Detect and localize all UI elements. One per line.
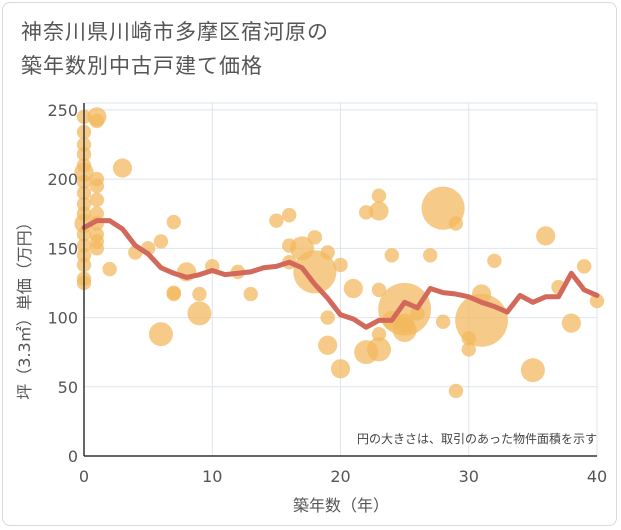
x-tick-label: 10 [202,467,222,486]
bubble-point-52 [330,359,351,379]
bubble-series [74,107,605,399]
bubble-point-66 [392,318,417,343]
bubble-point-60 [371,326,387,342]
bubble-point-20 [89,178,105,194]
y-axis-label: 坪（3.3㎡）単価（万円） [15,214,34,399]
bubble-point-67 [410,306,425,321]
chart-title-line-1: 神奈川県川崎市多摩区宿河原の [21,20,329,44]
bubble-point-74 [461,342,476,357]
bubble-point-26 [89,241,105,256]
bubble-point-53 [333,257,348,273]
axes [83,103,597,457]
bubble-size-note: 円の大きさは、取引のあった物件面積を示す [357,431,597,446]
x-tick-label: 0 [79,467,89,486]
average-price-line [81,218,600,330]
bubble-point-42 [269,213,284,228]
x-tick-label: 30 [459,467,479,486]
bubble-point-21 [89,192,105,208]
bubble-point-58 [369,201,389,221]
chart-title-line-2: 築年数別中古戸建て価格 [21,54,263,78]
bubble-point-38 [187,301,212,326]
bubble-point-28 [112,158,133,178]
bubble-point-37 [192,286,207,302]
y-tick-label: 150 [47,239,78,258]
x-axis-label: 築年数（年） [293,496,389,515]
y-tick-labels: 0 50 100 150 200 250 [47,101,78,466]
bubble-point-59 [371,282,387,298]
chart-title: 神奈川県川崎市多摩区宿河原の 築年数別中古戸建て価格 [21,15,329,83]
y-tick-label: 0 [68,447,78,466]
bubble-point-83 [589,293,605,309]
bubble-point-31 [153,234,169,249]
bubble-point-43 [282,207,297,223]
bubble-point-79 [536,226,556,246]
bubble-point-61 [366,337,391,362]
bubble-point-51 [318,335,338,355]
bubble-point-18 [89,113,105,129]
bubble-point-57 [371,188,387,203]
x-tick-label: 40 [587,467,607,486]
bubble-point-70 [435,314,451,329]
bubble-point-27 [102,261,117,277]
bubble-point-71 [448,216,464,231]
bubble-point-49 [320,245,335,260]
bubble-point-41 [243,286,258,302]
bubble-point-50 [320,310,335,325]
y-tick-label: 250 [47,101,78,120]
x-tick-labels: 0 10 20 30 40 [79,467,607,486]
bubble-point-54 [343,278,363,299]
grid-lines [83,102,598,457]
bubble-point-78 [520,358,545,383]
bubble-point-47 [293,250,337,294]
bubble-point-33 [166,214,181,230]
y-tick-label: 200 [47,170,78,189]
y-tick-label: 100 [47,309,78,328]
bubble-point-72 [448,383,464,399]
bubble-point-62 [384,248,399,263]
bubble-point-81 [561,313,581,333]
bubble-point-77 [487,253,502,269]
bubble-point-68 [423,248,438,263]
bubble-point-48 [307,230,323,245]
bubble-point-35 [166,285,181,300]
y-tick-label: 50 [58,378,78,397]
bubble-point-32 [148,322,173,347]
x-tick-label: 20 [330,467,350,486]
bubble-point-82 [576,259,592,274]
